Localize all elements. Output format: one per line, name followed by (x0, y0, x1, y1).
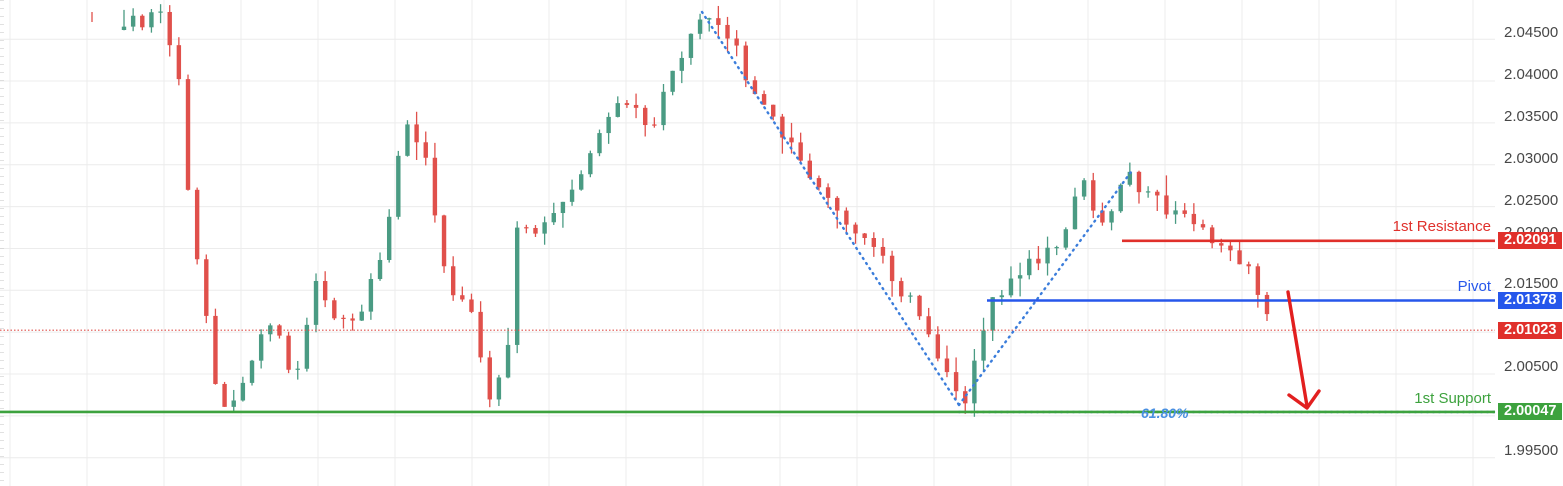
svg-text:61.80%: 61.80% (1141, 405, 1189, 421)
